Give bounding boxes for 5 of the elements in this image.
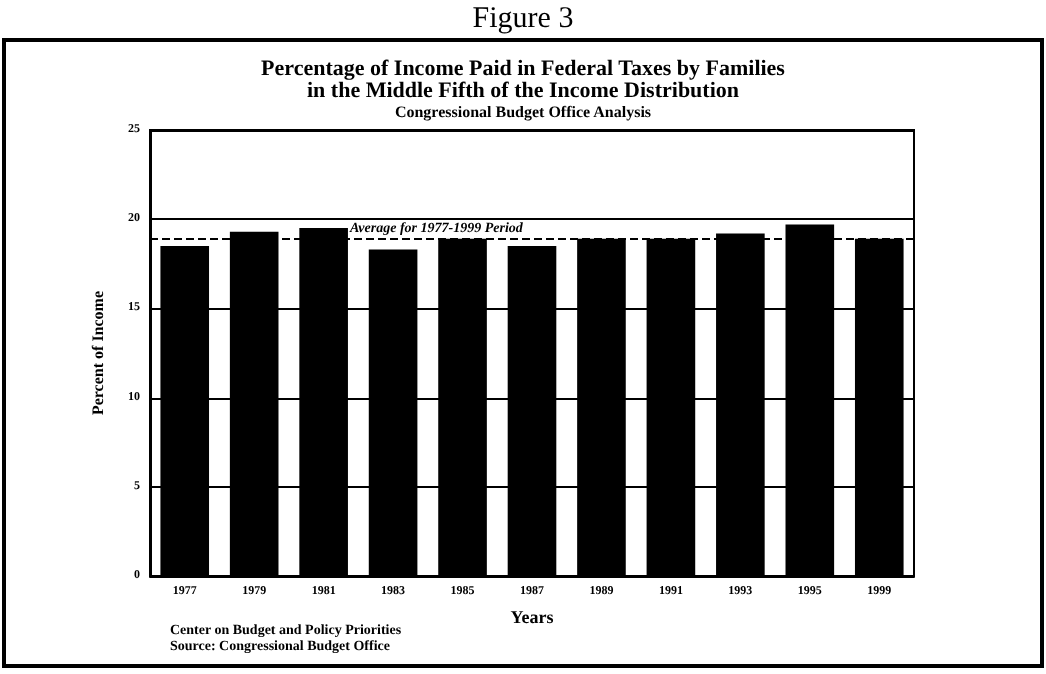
chart-title: Percentage of Income Paid in Federal Taxes by Families in the Middle Fifth of the Income Distribution	[261, 57, 787, 103]
x-axis-title: Years	[510, 607, 555, 627]
y-axis-title: Percent of Income	[89, 290, 108, 416]
chart-subtitle: Congressional Budget Office Analysis	[394, 103, 652, 121]
caption: Figure 3	[472, 3, 574, 35]
